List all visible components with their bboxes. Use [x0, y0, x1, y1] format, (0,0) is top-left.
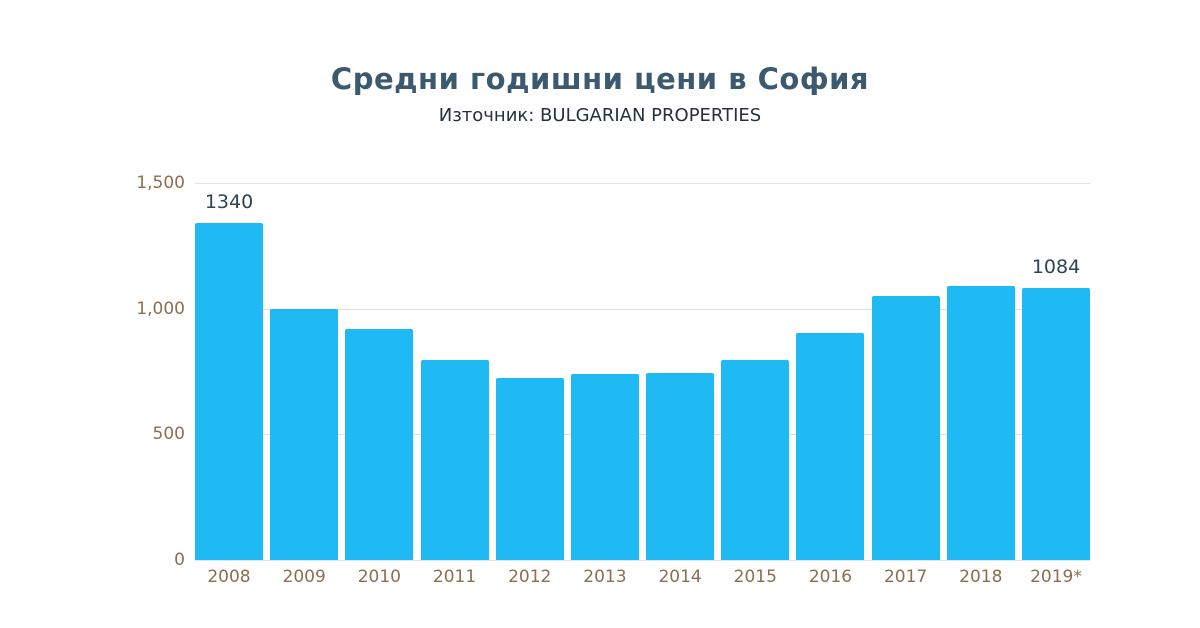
x-tick-label-2016: 2016 — [808, 567, 853, 587]
bar-2018 — [946, 286, 1015, 560]
value-label-2008: 1340 — [204, 191, 254, 214]
bar-chart-plot-area — [195, 183, 1090, 561]
bar-2019* — [1022, 287, 1090, 560]
y-tick-label-1500: 1,500 — [136, 173, 185, 193]
bar-2014 — [646, 372, 715, 560]
bar-2011 — [420, 360, 489, 560]
value-label-2019*: 1084 — [1031, 255, 1081, 278]
bar-2013 — [570, 374, 639, 560]
gridline-1000 — [195, 308, 1090, 310]
y-tick-label-0: 0 — [174, 550, 185, 570]
x-tick-label-2013: 2013 — [583, 567, 627, 587]
gridline-1500 — [195, 183, 1090, 184]
gridline-500 — [195, 434, 1090, 436]
x-tick-label-2010: 2010 — [357, 567, 401, 587]
x-tick-label-2019*: 2019* — [1030, 567, 1082, 587]
x-tick-label-2015: 2015 — [733, 567, 777, 587]
gridline-0 — [195, 560, 1090, 561]
bar-2009 — [270, 308, 339, 560]
bar-2012 — [495, 377, 564, 560]
x-tick-label-2014: 2014 — [658, 567, 702, 587]
bar-2010 — [345, 328, 414, 560]
chart-title: Средни годишни цени в София — [330, 62, 870, 96]
bar-2016 — [796, 332, 865, 560]
bar-2015 — [721, 360, 790, 560]
y-tick-label-500: 500 — [152, 424, 185, 445]
bar-2017 — [871, 296, 940, 560]
x-tick-label-2017: 2017 — [883, 567, 928, 587]
bar-2008 — [195, 223, 263, 560]
x-tick-label-2012: 2012 — [508, 567, 552, 587]
x-tick-label-2018: 2018 — [959, 567, 1003, 587]
x-tick-label-2009: 2009 — [282, 567, 326, 587]
chart-subtitle: Източник: BULGARIAN PROPERTIES — [438, 105, 762, 126]
x-tick-label-2008: 2008 — [207, 567, 251, 587]
x-tick-label-2011: 2011 — [432, 567, 477, 587]
y-tick-label-1000: 1,000 — [136, 298, 185, 319]
